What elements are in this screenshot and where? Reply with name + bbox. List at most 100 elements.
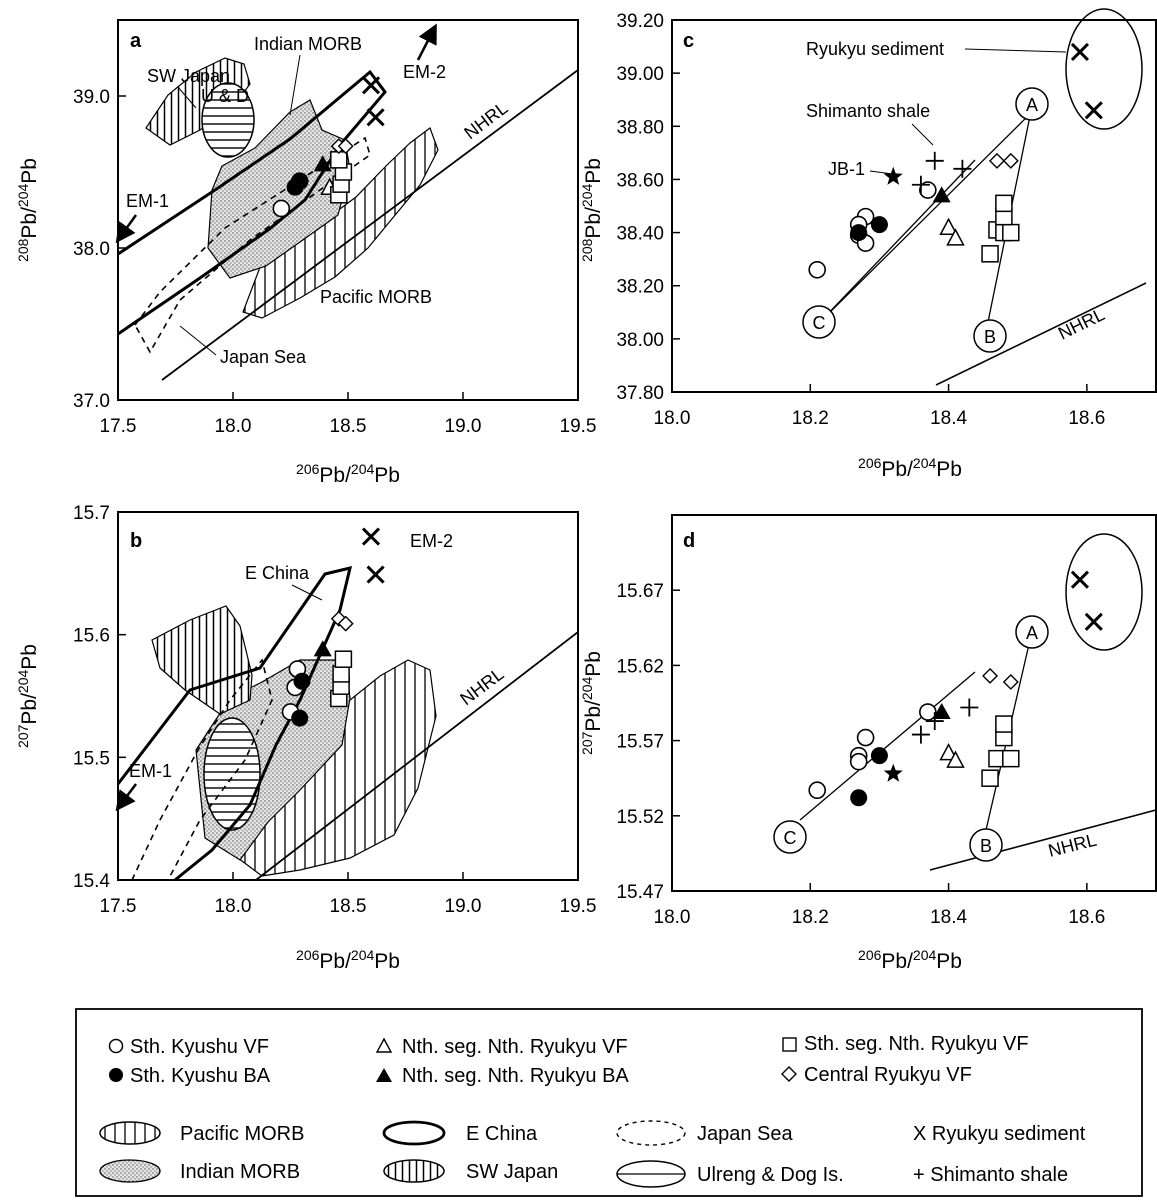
panel-c-point-filled-circle-0 — [850, 224, 868, 242]
panel-d-xtick-label-0: 18.0 — [654, 907, 691, 928]
panel-c-point-open-square-0 — [981, 245, 999, 263]
end-member-c-d: C — [773, 820, 807, 854]
panel-a-xtick-label-3: 19.0 — [445, 416, 482, 437]
panel-b-point-filled-triangle-0 — [313, 640, 332, 657]
panel-c-point-open-square-5 — [995, 194, 1013, 213]
legend-item-sth-kyushu-vf: Sth. Kyushu VF — [108, 1036, 269, 1058]
label-nhrl-d: NHRL — [1046, 830, 1098, 861]
ulreng-dog-field-b — [203, 717, 261, 831]
panel-b-xtick-label-1: 18.0 — [215, 896, 252, 917]
label-sw-japan: SW Japan — [147, 66, 230, 86]
panel-a-point-open-diamond-1 — [337, 138, 354, 155]
panel-d-point-open-circle-4 — [919, 703, 937, 721]
nhrl-line — [161, 69, 579, 381]
panel-d-point-plus-1 — [925, 712, 944, 731]
panel-c-marks — [808, 42, 1103, 279]
panel-a-ytick-label-1: 38.0 — [73, 239, 110, 260]
svg-text:+ Shimanto shale: + Shimanto shale — [913, 1164, 1068, 1186]
label-pacific-morb-a: Pacific MORB — [320, 287, 432, 307]
panel-d-axes: 18.0 18.2 18.4 18.6 15.47 15.52 15.57 15.62 15.6… — [616, 581, 1105, 928]
panel-d-point-open-triangle-0 — [939, 743, 958, 761]
panel-d-point-open-diamond-0 — [982, 667, 999, 684]
panel-d-point-x-0 — [1070, 570, 1090, 589]
panel-a-point-filled-triangle-0 — [313, 155, 332, 172]
mixing-line-ca — [821, 107, 1037, 321]
panel-d-letter: d — [683, 530, 695, 552]
panel-a-axes: 17.5 18.0 18.5 19.0 19.5 37.0 38.0 39.0 — [73, 87, 596, 437]
label-indian-morb-a: Indian MORB — [254, 34, 362, 54]
legend-item-e-china: E China — [382, 1120, 538, 1146]
panel-d-xtick-label-3: 18.6 — [1068, 907, 1105, 928]
svg-text:B: B — [980, 836, 992, 856]
japan-sea-field — [134, 136, 371, 354]
label-nhrl-b: NHRL — [456, 664, 507, 709]
legend-item-japan-sea: Japan Sea — [616, 1120, 794, 1146]
ulreng-dog-field — [201, 82, 255, 158]
panel-a-marks — [272, 76, 385, 218]
panel-d-point-open-square-3 — [995, 715, 1013, 733]
japan-sea-field-b — [130, 658, 273, 881]
svg-text:Central Ryukyu VF: Central Ryukyu VF — [804, 1064, 972, 1086]
panel-c-ytick-label-7: 39.20 — [616, 11, 664, 32]
label-ryukyu-sediment-c: Ryukyu sediment — [806, 39, 944, 59]
svg-text:A: A — [1026, 95, 1038, 115]
em1-arrow-a — [115, 214, 138, 244]
svg-text:Japan Sea: Japan Sea — [697, 1123, 794, 1145]
panel-a: 17.5 18.0 18.5 19.0 19.5 37.0 38.0 39.0 a SW Ja… — [15, 19, 596, 487]
panel-b-point-filled-circle-0 — [293, 672, 311, 690]
panel-c-xtick-label-2: 18.4 — [930, 408, 967, 429]
panel-d-ytick-label-3: 15.62 — [616, 656, 664, 677]
leader-indian-morb-a — [289, 54, 301, 116]
panel-d-point-x-1 — [1084, 612, 1103, 631]
panel-d-point-open-square-0 — [981, 769, 999, 787]
svg-text:A: A — [1026, 623, 1038, 643]
panel-b-point-filled-circle-1 — [291, 709, 309, 727]
panel-d-point-open-circle-0 — [808, 781, 827, 800]
panel-b-point-open-diamond-1 — [337, 615, 354, 632]
panel-c-point-plus-0 — [925, 151, 944, 170]
svg-text:Nth. seg. Nth. Ryukyu BA: Nth. seg. Nth. Ryukyu BA — [402, 1065, 629, 1087]
mixing-line-cd — [799, 671, 976, 821]
panel-a-ytick-label-0: 37.0 — [73, 391, 110, 412]
label-nhrl-a: NHRL — [460, 98, 511, 143]
leader-e-china-b — [291, 584, 323, 601]
panel-d-ytick-label-4: 15.67 — [616, 581, 664, 602]
panel-a-ytick-label-2: 39.0 — [73, 87, 110, 108]
svg-text:Indian MORB: Indian MORB — [180, 1161, 300, 1183]
panel-c-ytick-label-2: 38.20 — [616, 277, 664, 298]
panel-d-marks — [808, 570, 1103, 807]
panel-c-point-x-0 — [1070, 42, 1090, 61]
label-shimanto-shale-c: Shimanto shale — [806, 101, 930, 121]
em2-arrow-a — [416, 23, 437, 61]
panel-a-point-x-1 — [366, 108, 385, 127]
panel-c-ytick-label-4: 38.60 — [616, 170, 664, 191]
panel-c-point-plus-1 — [953, 159, 972, 178]
panel-b-ytick-label-2: 15.6 — [73, 626, 110, 647]
panel-b-xtick-label-4: 19.5 — [560, 896, 597, 917]
panel-d-point-filled-triangle-0 — [932, 703, 951, 720]
panel-a-point-open-square-3 — [330, 151, 348, 169]
panel-a-letter: a — [130, 30, 142, 52]
panel-c-ylabel: 208Pb/204Pb — [579, 158, 605, 262]
label-e-china-b: E China — [245, 563, 310, 583]
panel-d-point-open-triangle-1 — [946, 750, 965, 768]
panel-d-point-filled-circle-0 — [870, 747, 888, 765]
svg-text:B: B — [984, 327, 996, 347]
panel-c-ytick-label-3: 38.40 — [616, 224, 664, 245]
panel-d-frame — [671, 514, 1157, 892]
panel-b: 17.5 18.0 18.5 19.0 19.5 15.4 15.5 15.6 15.7 b E… — [15, 503, 596, 973]
panel-c-point-open-diamond-1 — [1002, 152, 1019, 169]
legend-item-central-ryukyu-vf: Central Ryukyu VF — [781, 1064, 972, 1086]
label-u-and-d: U & D — [201, 86, 249, 106]
panel-c-letter: c — [683, 30, 694, 52]
panel-c-point-open-circle-0 — [808, 260, 827, 279]
panel-c-point-star-0 — [883, 166, 903, 185]
panel-b-ytick-label-0: 15.4 — [73, 871, 110, 892]
legend-item-shimanto-shale: + Shimanto shale — [913, 1164, 1068, 1186]
panel-d-point-open-square-4 — [1002, 749, 1020, 768]
panel-a-xlabel: 206Pb/204Pb — [296, 461, 400, 487]
panel-c-point-plus-2 — [911, 175, 930, 194]
svg-text:X Ryukyu sediment: X Ryukyu sediment — [913, 1123, 1086, 1145]
panel-c: 18.0 18.2 18.4 18.6 37.80 38.00 38.20 38.40 38.6… — [579, 8, 1157, 481]
